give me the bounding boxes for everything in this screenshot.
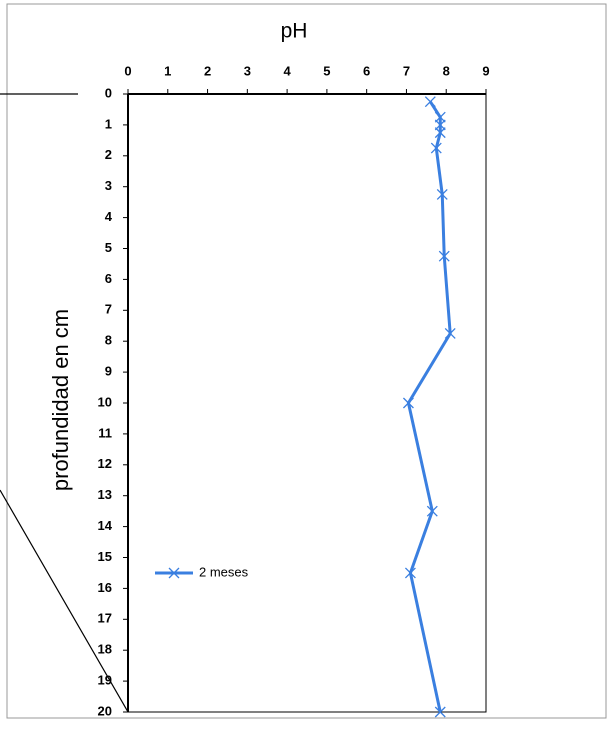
x-tick-label: 8 [443,63,450,78]
y-tick-label: 13 [98,487,112,502]
y-tick-label: 11 [98,425,112,440]
y-tick-label: 4 [105,209,113,224]
x-tick-label: 4 [283,63,291,78]
marker [434,111,446,123]
y-tick-label: 17 [98,611,112,626]
y-tick-label: 2 [105,147,112,162]
marker [424,96,436,108]
x-tick-label: 7 [403,63,410,78]
y-tick-label: 1 [105,116,112,131]
y-tick-label: 14 [98,518,113,533]
marker [438,250,450,262]
y-tick-label: 9 [105,364,112,379]
y-tick-label: 8 [105,333,112,348]
y-tick-label: 7 [105,302,112,317]
y-tick-label: 10 [98,394,112,409]
marker [444,328,456,339]
x-tick-label: 6 [363,63,370,78]
marker [404,567,416,579]
legend-label: 2 meses [199,564,249,579]
chart-title: pH [281,20,308,43]
y-tick-label: 12 [98,456,112,471]
line [406,100,452,713]
marker [434,119,446,131]
x-tick-label: 9 [482,63,489,78]
marker [430,142,442,154]
chart-frame [6,3,607,719]
marker [426,505,438,517]
y-tick-label: 20 [98,703,112,718]
y-axis-label: profundidad en cm [48,309,73,491]
annotation-line [0,489,129,713]
marker [434,706,446,718]
y-tick-label: 0 [105,85,112,100]
x-tick-label: 0 [124,63,131,78]
y-tick-label: 5 [105,240,112,255]
marker [434,127,446,139]
y-tick-label: 6 [105,271,112,286]
marker [402,397,414,409]
plot-area [127,93,487,713]
y-tick-label: 19 [98,673,112,688]
x-tick-label: 3 [244,63,251,78]
legend-marker [168,567,180,579]
y-tick-label: 3 [105,178,112,193]
marker [436,188,448,200]
y-tick-label: 15 [98,549,112,564]
y-tick-label: 16 [98,580,112,595]
y-tick-label: 18 [98,642,112,657]
x-tick-label: 2 [204,63,211,78]
x-tick-label: 5 [323,63,330,78]
x-tick-label: 1 [164,63,171,78]
